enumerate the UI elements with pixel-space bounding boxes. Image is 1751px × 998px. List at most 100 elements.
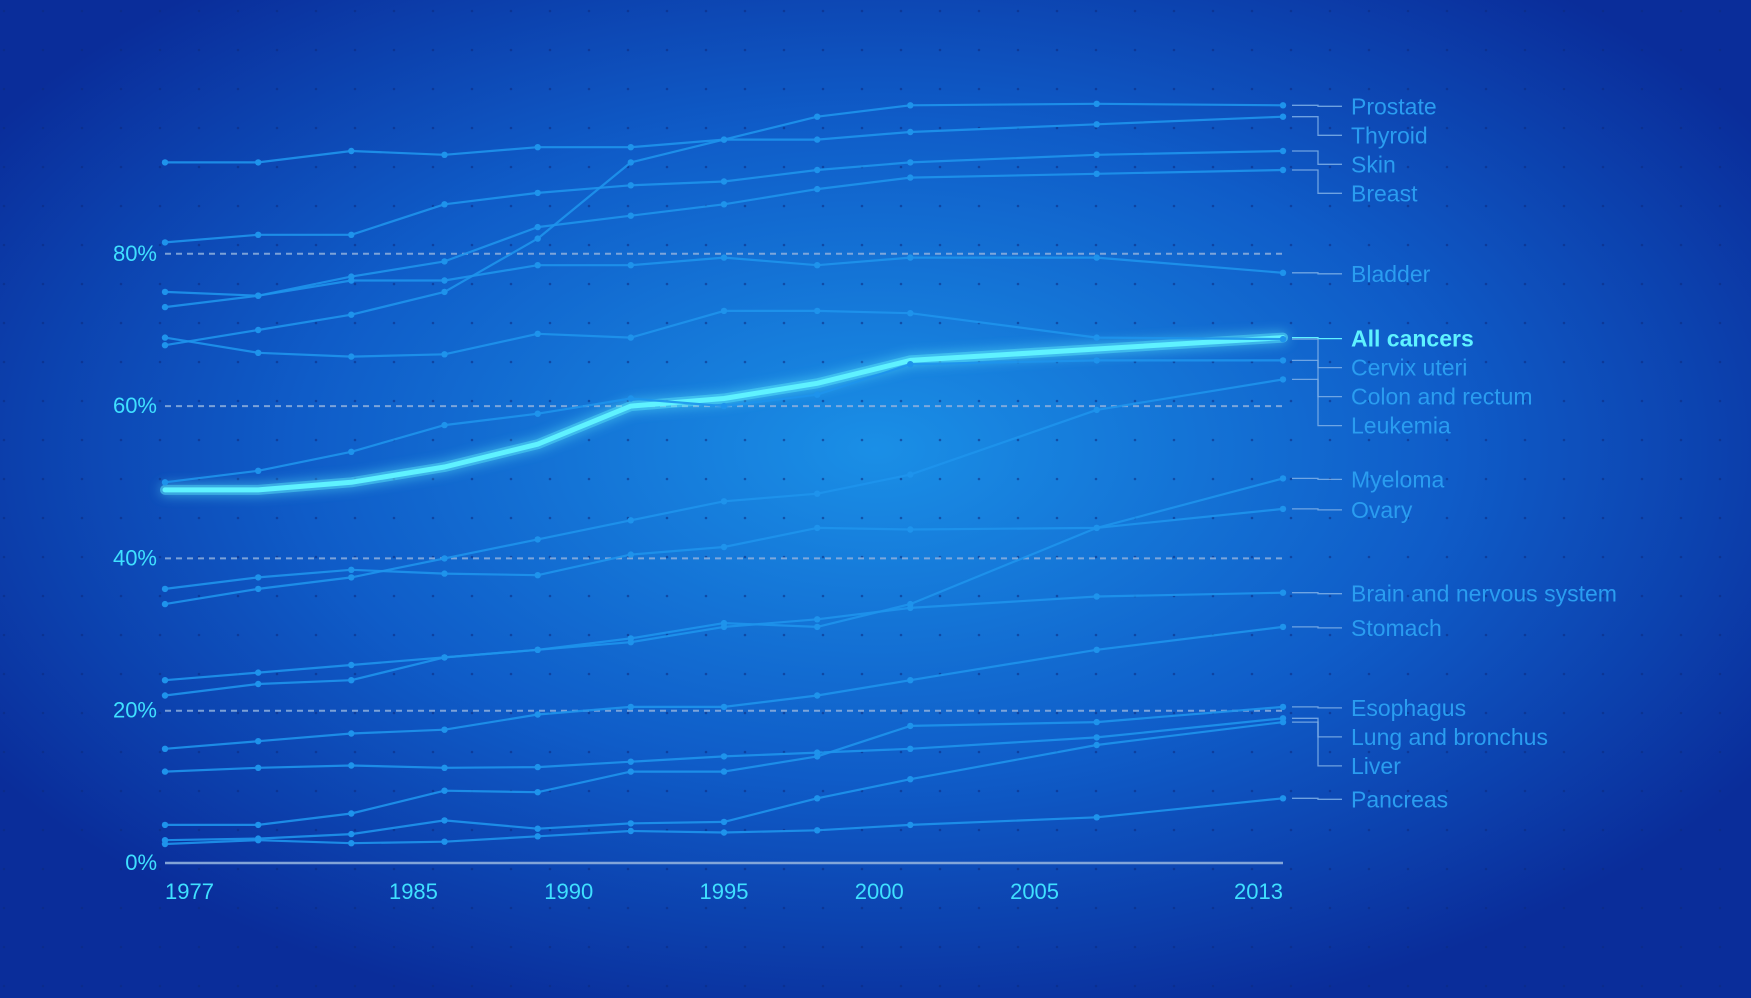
leader-line xyxy=(1292,359,1342,398)
data-point xyxy=(534,763,541,771)
series-brain-and-nervous-system xyxy=(161,589,1287,699)
data-point xyxy=(814,692,821,699)
leader-line xyxy=(1292,104,1342,107)
data-point xyxy=(907,128,914,136)
data-point xyxy=(627,639,634,646)
series-label-text: Colon and rectum xyxy=(1351,384,1533,410)
data-point xyxy=(348,677,355,684)
leader-line xyxy=(1292,721,1342,767)
data-point xyxy=(255,738,262,745)
data-point xyxy=(161,334,169,341)
data-point xyxy=(348,810,355,817)
data-point xyxy=(534,711,541,718)
data-point xyxy=(534,572,541,579)
data-point xyxy=(534,262,541,269)
series-label-text: Pancreas xyxy=(1351,786,1448,812)
series-all-cancers xyxy=(160,332,1288,495)
data-point xyxy=(441,570,448,577)
series-label-stomach: Stomach xyxy=(1292,615,1442,641)
x-tick-label: 1977 xyxy=(165,879,214,904)
series-label-colon-and-rectum: Colon and rectum xyxy=(1292,359,1533,410)
leader-line xyxy=(1292,338,1342,369)
x-tick-label: 1985 xyxy=(389,879,438,904)
data-point xyxy=(1093,100,1100,108)
data-point xyxy=(720,753,728,760)
data-point xyxy=(907,361,914,368)
data-point xyxy=(161,692,169,699)
data-point xyxy=(255,669,262,676)
data-point xyxy=(441,764,448,771)
x-tick-label: 1995 xyxy=(700,879,749,904)
y-tick-label: 60% xyxy=(113,393,157,418)
series-colon-and-rectum xyxy=(161,357,1287,486)
data-point xyxy=(1093,121,1100,128)
series-label-lung-and-bronchus: Lung and bronchus xyxy=(1292,717,1548,750)
data-point xyxy=(627,820,634,827)
series-lines xyxy=(160,100,1288,848)
leader-line xyxy=(1292,592,1342,595)
data-point xyxy=(255,680,262,688)
series-label-leukemia: Leukemia xyxy=(1292,378,1451,439)
data-point xyxy=(1279,269,1287,276)
data-point xyxy=(534,410,541,417)
leader-line xyxy=(1292,626,1342,629)
data-point xyxy=(814,166,821,174)
data-point xyxy=(161,840,169,848)
data-point xyxy=(720,402,728,410)
data-point xyxy=(907,471,914,478)
data-point xyxy=(627,827,634,835)
y-tick-label: 20% xyxy=(113,698,157,723)
data-point xyxy=(627,551,634,558)
data-point xyxy=(1279,475,1287,482)
data-point xyxy=(627,262,634,269)
data-point xyxy=(441,421,448,429)
data-point xyxy=(1279,589,1287,596)
axes: 0% 20% 40% 60% 80% 1977 1985 1990 1995 2000 2005 20… xyxy=(113,241,1283,904)
data-point xyxy=(534,235,541,242)
data-point xyxy=(534,330,541,337)
data-point xyxy=(1279,166,1287,174)
series-breast xyxy=(161,166,1287,299)
data-point xyxy=(348,830,355,838)
data-point xyxy=(627,517,634,524)
data-point xyxy=(1279,147,1287,155)
data-point xyxy=(1279,718,1287,726)
data-point xyxy=(1093,254,1100,261)
data-point xyxy=(534,144,541,151)
data-point xyxy=(907,745,914,752)
data-point xyxy=(1093,646,1100,653)
data-point xyxy=(1093,524,1100,532)
data-point xyxy=(1093,718,1100,726)
data-point xyxy=(441,817,448,824)
x-tick-label: 2013 xyxy=(1234,879,1283,904)
series-label-text: Lung and bronchus xyxy=(1351,724,1548,750)
data-point xyxy=(907,604,914,612)
data-point xyxy=(1279,357,1287,364)
series-label-text: Esophagus xyxy=(1351,695,1466,721)
data-point xyxy=(255,467,262,474)
data-point xyxy=(814,185,821,193)
data-point xyxy=(161,239,169,246)
data-point xyxy=(534,789,541,796)
data-point xyxy=(1279,113,1287,120)
leader-line xyxy=(1292,378,1342,427)
series-label-myeloma: Myeloma xyxy=(1292,466,1445,492)
series-label-ovary: Ovary xyxy=(1292,497,1413,523)
series-label-thyroid: Thyroid xyxy=(1292,116,1428,148)
data-point xyxy=(255,764,262,771)
series-cervix-uteri xyxy=(161,307,1287,360)
data-point xyxy=(1279,623,1287,631)
data-point xyxy=(441,151,448,158)
data-point xyxy=(627,395,634,402)
data-point xyxy=(627,758,634,765)
data-point xyxy=(255,349,262,356)
data-point xyxy=(1093,593,1100,600)
data-point xyxy=(814,623,821,631)
data-point xyxy=(814,616,821,623)
leader-line xyxy=(1292,797,1342,800)
leader-line xyxy=(1292,150,1342,165)
data-point xyxy=(1093,334,1100,341)
data-point xyxy=(534,189,541,197)
